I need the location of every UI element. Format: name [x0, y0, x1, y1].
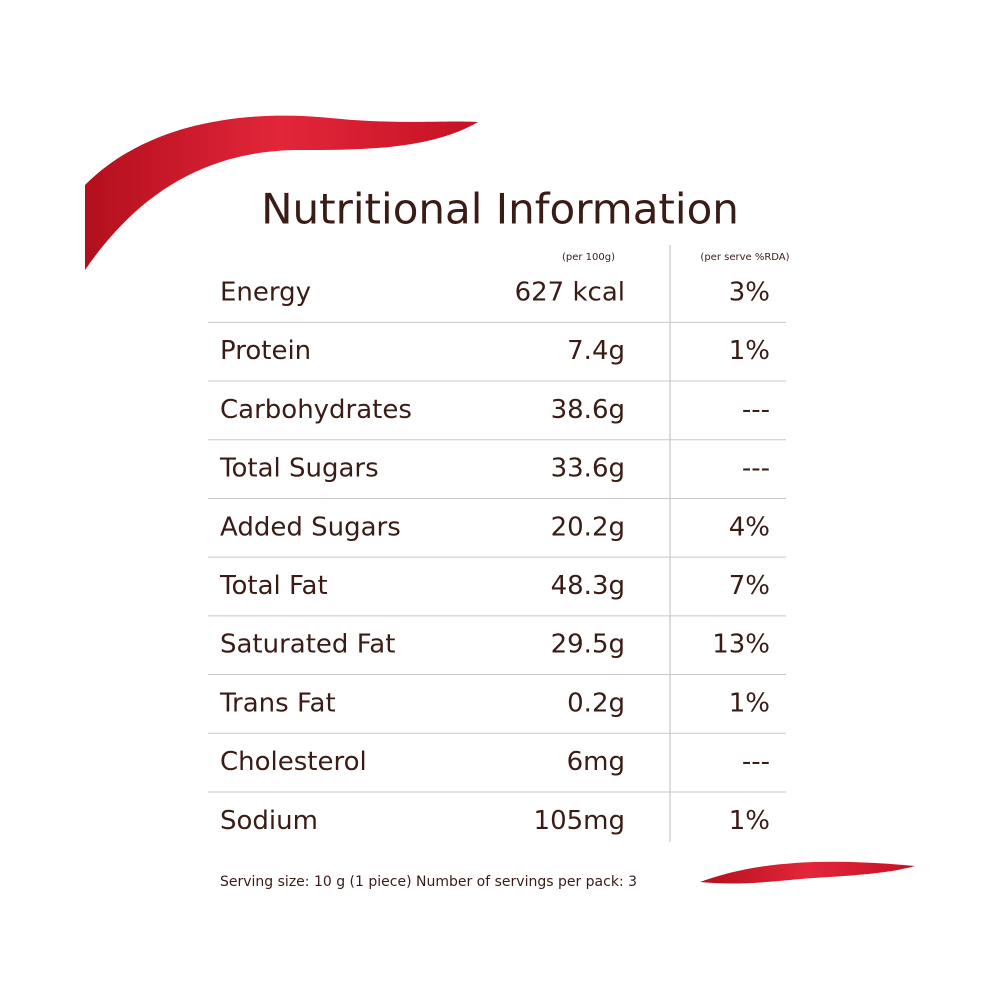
- rda: 3%: [729, 278, 770, 308]
- rda: 7%: [729, 571, 770, 601]
- nutrient-name: Sodium: [220, 806, 318, 836]
- column-header: (per 100g): [562, 252, 615, 263]
- per-100g: 6mg: [567, 747, 625, 777]
- per-100g: 20.2g: [551, 512, 625, 542]
- rda: 1%: [729, 336, 770, 366]
- rda: ---: [742, 747, 770, 777]
- per-100g: 627 kcal: [515, 278, 625, 308]
- nutrient-name: Total Sugars: [219, 454, 379, 484]
- title: Nutritional Information: [261, 185, 739, 234]
- per-100g: 48.3g: [551, 571, 625, 601]
- table-body: Energy 627 kcal 3% Protein 7.4g 1% Carbohydrat…: [208, 278, 786, 836]
- nutrient-name: Cholesterol: [220, 747, 367, 777]
- nutrient-name: Total Fat: [219, 571, 328, 601]
- per-100g: 38.6g: [551, 395, 625, 425]
- ribbon: [85, 115, 478, 270]
- rda: ---: [742, 454, 770, 484]
- rda: 4%: [729, 512, 770, 542]
- per-100g: 105mg: [534, 806, 625, 836]
- column-header: (per serve %RDA): [700, 252, 789, 263]
- rda: 1%: [729, 806, 770, 836]
- nutrient-name: Carbohydrates: [220, 395, 412, 425]
- rda: ---: [742, 395, 770, 425]
- rda: 13%: [712, 630, 770, 660]
- nutrient-name: Trans Fat: [219, 688, 336, 718]
- per-100g: 0.2g: [567, 688, 625, 718]
- ribbon: [700, 861, 915, 884]
- nutrient-name: Protein: [220, 336, 311, 366]
- per-100g: 29.5g: [551, 630, 625, 660]
- nutrient-name: Added Sugars: [220, 512, 401, 542]
- rda: 1%: [729, 688, 770, 718]
- nutrient-name: Saturated Fat: [220, 630, 395, 660]
- nutrient-name: Energy: [220, 278, 311, 308]
- footnote: Serving size: 10 g (1 piece) Number of s…: [220, 874, 637, 890]
- per-100g: 33.6g: [551, 454, 625, 484]
- per-100g: 7.4g: [567, 336, 625, 366]
